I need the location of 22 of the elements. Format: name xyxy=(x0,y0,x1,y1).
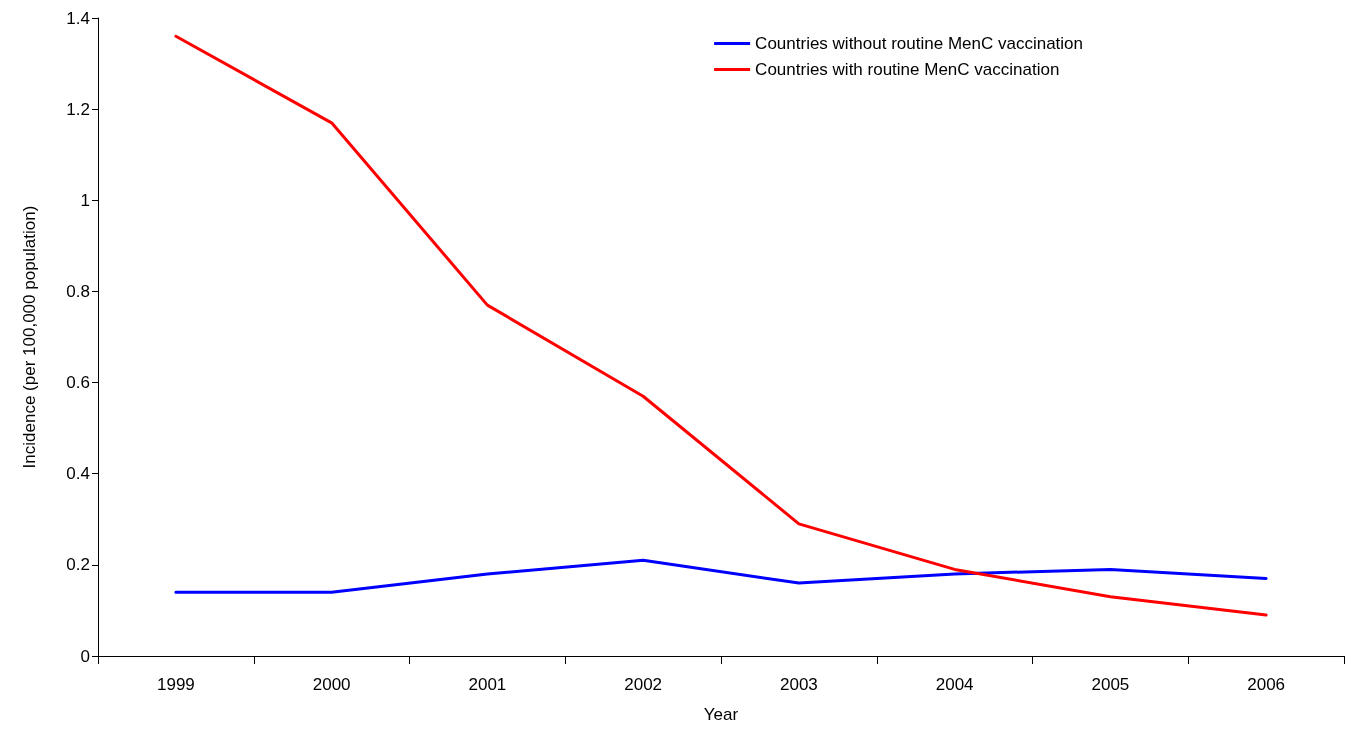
x-tick-label: 2001 xyxy=(468,675,507,694)
y-tick-label: 0.2 xyxy=(66,555,90,575)
x-tick-label: 2002 xyxy=(624,675,663,694)
x-tick-label: 2003 xyxy=(779,675,818,694)
x-tick-label: 2004 xyxy=(935,675,974,694)
y-tick-label: 1.2 xyxy=(66,99,90,119)
x-tick-label: 1999 xyxy=(156,675,195,694)
y-tick-label: 0.6 xyxy=(66,373,90,393)
line-series xyxy=(174,558,1268,594)
y-tick-label: 0.4 xyxy=(66,464,90,484)
legend-label: Countries without routine MenC vaccination xyxy=(755,34,1083,53)
legend-label: Countries with routine MenC vaccination xyxy=(755,60,1060,79)
y-axis-title: Incidence (per 100,000 population) xyxy=(20,205,39,469)
line-series xyxy=(174,34,1268,617)
y-tick-label: 0.8 xyxy=(66,281,90,301)
x-tick-label: 2000 xyxy=(312,675,351,694)
x-tick-label: 2006 xyxy=(1247,675,1286,694)
y-tick-label: 1.4 xyxy=(66,8,90,28)
y-tick-label: 1 xyxy=(80,190,90,210)
y-tick-label: 0 xyxy=(80,646,90,666)
x-tick-label: 2005 xyxy=(1091,675,1130,694)
x-axis-title: Year xyxy=(703,705,739,724)
